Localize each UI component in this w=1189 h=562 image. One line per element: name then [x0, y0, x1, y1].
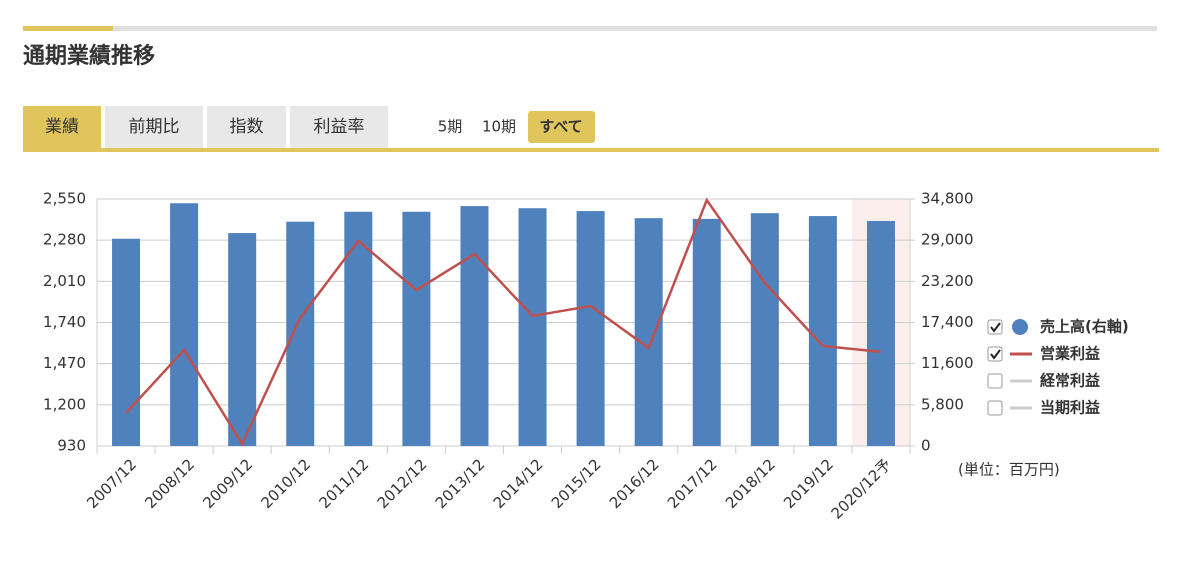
- unit-note: (単位：百万円): [958, 461, 1060, 479]
- period-button[interactable]: [528, 111, 595, 143]
- bar: [576, 211, 605, 446]
- y2-tick-label: 23,200: [921, 272, 974, 290]
- x-tick-label: 2013/12: [432, 455, 489, 512]
- y2-tick-label: 11,600: [921, 354, 974, 372]
- bar: [634, 218, 663, 446]
- legend-checkbox[interactable]: [987, 373, 1003, 389]
- bar: [808, 216, 837, 446]
- legend-checkbox[interactable]: [987, 400, 1003, 416]
- x-tick-label: 2010/12: [257, 455, 314, 512]
- legend-label[interactable]: 営業利益: [1040, 345, 1100, 363]
- bar: [228, 233, 257, 446]
- x-tick-label: 2009/12: [199, 455, 256, 512]
- checkmark: [990, 349, 1001, 360]
- period-link[interactable]: 5期: [438, 118, 463, 136]
- y-tick-label: 1,740: [43, 313, 86, 331]
- x-tick-label: 2019/12: [780, 455, 837, 512]
- period-link[interactable]: 10期: [482, 118, 516, 136]
- bar: [518, 208, 547, 446]
- tab[interactable]: [23, 106, 101, 148]
- x-tick-label: 2020/12予: [828, 455, 895, 522]
- y2-tick-label: 29,000: [921, 231, 974, 249]
- legend-checkbox[interactable]: [987, 319, 1003, 335]
- legend-label[interactable]: 経常利益: [1040, 372, 1100, 390]
- page-title: 通期業績推移: [23, 43, 155, 69]
- y2-tick-label: 0: [921, 437, 931, 455]
- bar: [866, 221, 895, 446]
- x-tick-label: 2007/12: [83, 455, 140, 512]
- bar: [344, 211, 373, 446]
- tab[interactable]: [290, 106, 388, 148]
- legend-marker: [1012, 319, 1028, 335]
- tab-rule: [23, 148, 1159, 152]
- y-tick-label: 2,550: [43, 190, 86, 208]
- bar: [286, 221, 315, 446]
- x-tick-label: 2016/12: [606, 455, 663, 512]
- x-tick-label: 2014/12: [490, 455, 547, 512]
- bar: [170, 203, 199, 446]
- period-link[interactable]: すべて: [539, 118, 582, 136]
- y-tick-label: 1,200: [43, 395, 86, 413]
- x-tick-label: 2015/12: [548, 455, 605, 512]
- y-tick-label: 2,280: [43, 231, 86, 249]
- x-tick-label: 2011/12: [316, 455, 373, 512]
- x-tick-label: 2018/12: [722, 455, 779, 512]
- x-tick-label: 2012/12: [374, 455, 431, 512]
- bar: [112, 238, 141, 446]
- y-tick-label: 2,010: [43, 272, 86, 290]
- header-rule: [23, 26, 1157, 31]
- bar: [402, 211, 431, 446]
- header-accent: [23, 26, 113, 31]
- bar: [750, 213, 779, 446]
- legend-label[interactable]: 売上高(右軸): [1040, 318, 1129, 336]
- line-series: [125, 197, 882, 447]
- y2-tick-label: 5,800: [921, 395, 964, 413]
- bar: [692, 218, 721, 446]
- y2-tick-label: 17,400: [921, 313, 974, 331]
- bar: [460, 206, 489, 446]
- tab[interactable]: [105, 106, 203, 148]
- y-tick-label: 1,470: [43, 354, 86, 372]
- legend-checkbox[interactable]: [987, 346, 1003, 362]
- tab-label[interactable]: 前期比: [129, 117, 180, 137]
- tab-label[interactable]: 業績: [45, 117, 79, 137]
- x-tick-label: 2008/12: [141, 455, 198, 512]
- tab-label[interactable]: 指数: [230, 117, 264, 137]
- legend-label[interactable]: 当期利益: [1040, 399, 1100, 417]
- tab-label[interactable]: 利益率: [314, 117, 365, 137]
- x-tick-label: 2017/12: [664, 455, 721, 512]
- tab[interactable]: [207, 106, 286, 148]
- checkmark: [990, 322, 1001, 333]
- y-tick-label: 930: [57, 437, 86, 455]
- y2-tick-label: 34,800: [921, 190, 974, 208]
